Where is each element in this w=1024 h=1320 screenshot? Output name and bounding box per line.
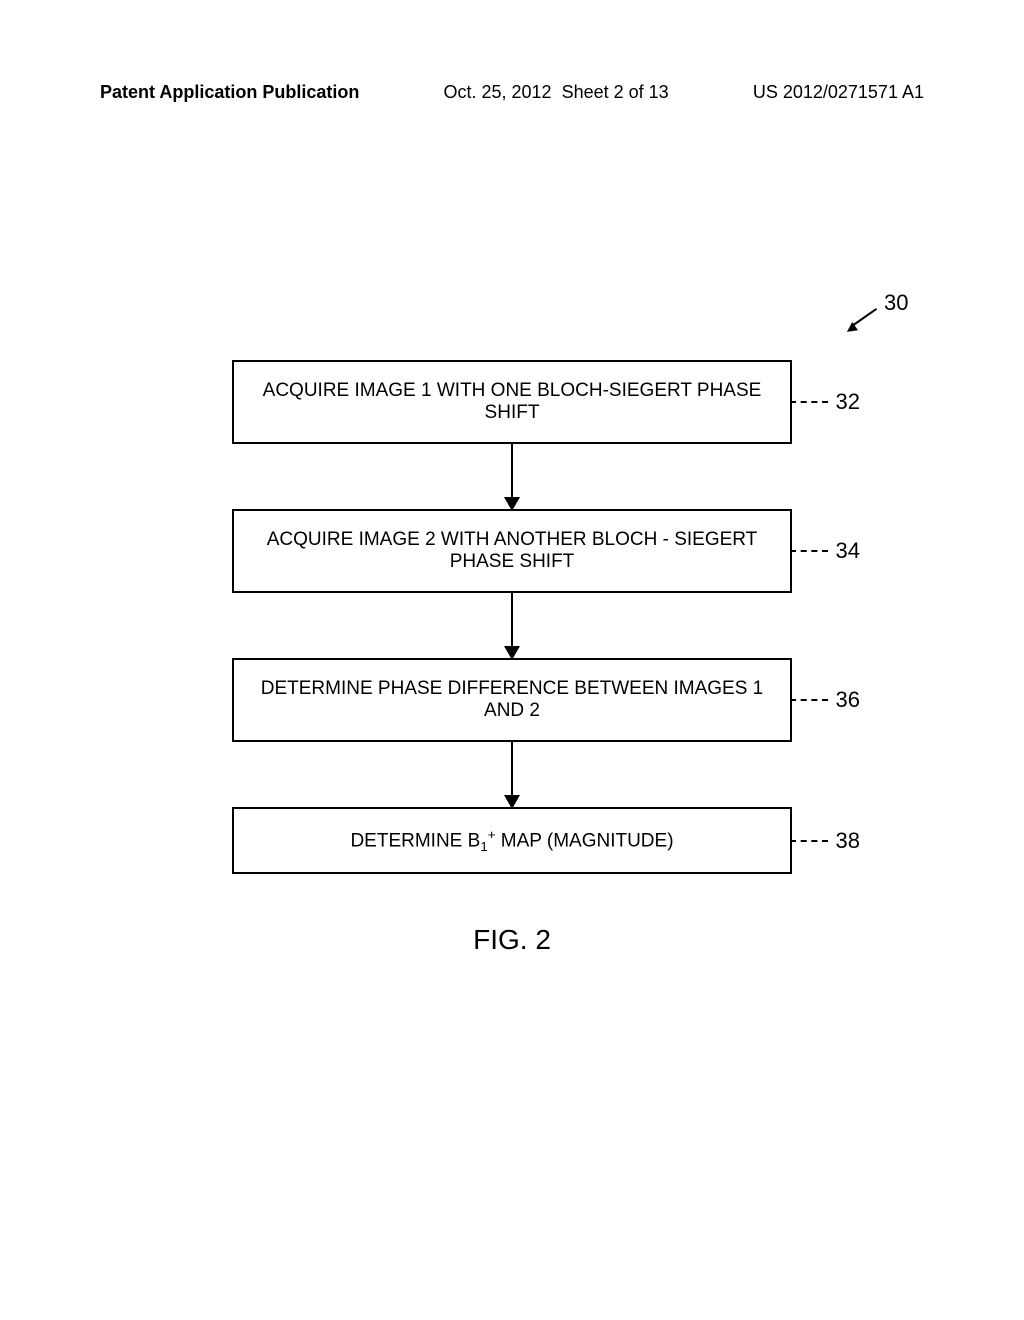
flowchart-box-2: ACQUIRE IMAGE 2 WITH ANOTHER BLOCH - SIE… (232, 509, 792, 593)
box-text-suffix: MAP (MAGNITUDE) (495, 830, 673, 851)
box-text: DETERMINE PHASE DIFFERENCE BETWEEN IMAGE… (261, 678, 764, 721)
leader-line (790, 550, 828, 552)
box-text: ACQUIRE IMAGE 2 WITH ANOTHER BLOCH - SIE… (267, 529, 758, 572)
reference-number: 30 (884, 290, 908, 316)
reference-arrow-line (851, 308, 877, 327)
box-leader: 34 (790, 538, 860, 564)
box-text-prefix: DETERMINE B (350, 830, 480, 851)
flow-arrow-1 (511, 444, 513, 509)
leader-line (790, 840, 828, 842)
box-text: ACQUIRE IMAGE 1 WITH ONE BLOCH-SIEGERT P… (263, 380, 762, 423)
publication-number: US 2012/0271571 A1 (753, 82, 924, 103)
box-leader: 36 (790, 687, 860, 713)
leader-line (790, 699, 828, 701)
flowchart-box-3: DETERMINE PHASE DIFFERENCE BETWEEN IMAGE… (232, 658, 792, 742)
figure-caption: FIG. 2 (162, 924, 862, 956)
box-label: 32 (836, 389, 860, 415)
flowchart-box-4: DETERMINE B1+ MAP (MAGNITUDE) 38 (232, 807, 792, 874)
flow-arrow-3 (511, 742, 513, 807)
box-leader: 38 (790, 828, 860, 854)
box-label: 36 (836, 687, 860, 713)
flowchart-diagram: 30 ACQUIRE IMAGE 1 WITH ONE BLOCH-SIEGER… (162, 360, 862, 956)
box-label: 34 (836, 538, 860, 564)
box-leader: 32 (790, 389, 860, 415)
page-header: Patent Application Publication Oct. 25, … (0, 82, 1024, 103)
publication-date-sheet: Oct. 25, 2012 Sheet 2 of 13 (444, 82, 669, 103)
box-text-subscript: 1 (480, 839, 487, 854)
flowchart-box-1: ACQUIRE IMAGE 1 WITH ONE BLOCH-SIEGERT P… (232, 360, 792, 444)
box-label: 38 (836, 828, 860, 854)
leader-line (790, 401, 828, 403)
flow-arrow-2 (511, 593, 513, 658)
publication-type: Patent Application Publication (100, 82, 359, 103)
